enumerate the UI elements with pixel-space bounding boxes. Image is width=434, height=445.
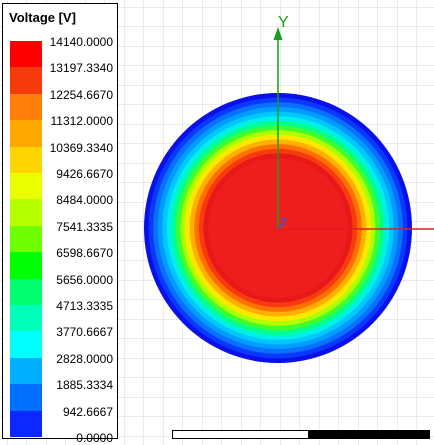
z-axis-line bbox=[277, 222, 285, 230]
legend-label: 11312.0000 bbox=[50, 114, 113, 129]
legend-label: 7541.3335 bbox=[56, 219, 113, 234]
legend-swatch bbox=[10, 199, 42, 227]
legend-label: 12254.6670 bbox=[49, 87, 113, 102]
y-axis-label: Y bbox=[278, 14, 289, 31]
legend-label: 14140.0000 bbox=[49, 35, 113, 49]
legend-swatch bbox=[10, 146, 42, 174]
legend-swatch bbox=[10, 410, 42, 438]
legend-label: 0.0000 bbox=[76, 431, 113, 445]
legend-swatch bbox=[10, 67, 42, 95]
legend-swatch bbox=[10, 305, 42, 332]
legend-swatch bbox=[10, 357, 42, 385]
legend-label: 2828.0000 bbox=[56, 351, 113, 366]
legend-swatch bbox=[10, 120, 42, 148]
legend-swatch bbox=[10, 384, 42, 412]
legend-label: 5656.0000 bbox=[56, 272, 113, 287]
legend-label: 9426.6670 bbox=[56, 167, 113, 181]
legend-swatch bbox=[10, 252, 42, 280]
legend-label: 8484.0000 bbox=[56, 193, 113, 208]
legend-label: 10369.3340 bbox=[49, 140, 113, 155]
scale-bar-fill bbox=[308, 431, 429, 438]
legend-swatch bbox=[10, 93, 42, 121]
scale-bar bbox=[172, 430, 430, 439]
y-axis-arrow bbox=[273, 27, 283, 40]
legend-label: 3770.6667 bbox=[56, 325, 113, 340]
legend-label: 4713.3335 bbox=[56, 299, 113, 313]
legend-swatch bbox=[10, 225, 42, 253]
legend-swatch bbox=[10, 41, 42, 68]
legend-swatch bbox=[10, 173, 42, 200]
legend-label: 1885.3334 bbox=[56, 378, 113, 393]
legend-label: 6598.6670 bbox=[56, 246, 113, 261]
legend-label: 942.6667 bbox=[62, 404, 113, 419]
voltage-legend[interactable]: Voltage [V] 14140.0000 13197.3340 12254.66… bbox=[2, 3, 118, 445]
legend-title: Voltage [V] bbox=[9, 10, 76, 25]
legend-swatch bbox=[10, 331, 42, 359]
axis-triad: Y Z bbox=[273, 14, 434, 231]
voltage-contour-plot bbox=[144, 93, 412, 363]
legend-swatch bbox=[10, 278, 42, 306]
z-axis-label: Z bbox=[279, 215, 288, 231]
legend-label: 13197.3340 bbox=[49, 61, 113, 76]
